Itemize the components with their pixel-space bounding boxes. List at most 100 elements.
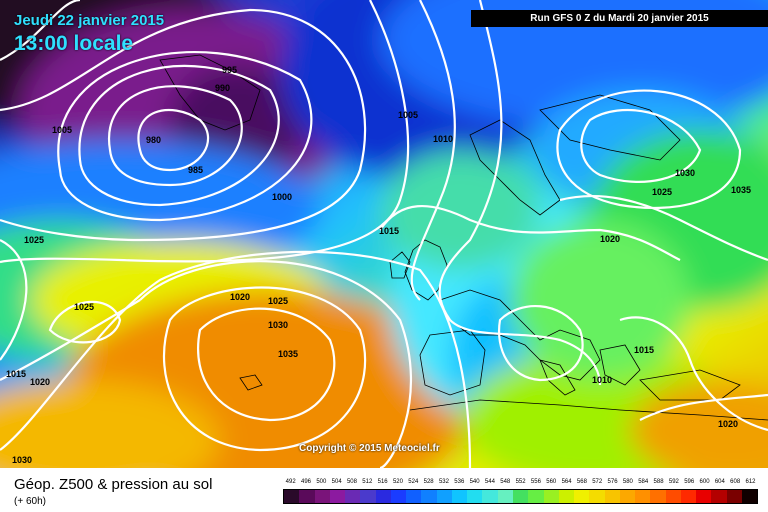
isobar-label: 1025 — [74, 302, 94, 312]
scale-swatch — [421, 490, 437, 503]
isobars — [0, 0, 768, 468]
model-run-label: Run GFS 0 Z du Mardi 20 janvier 2015 — [471, 10, 768, 27]
scale-swatch — [451, 490, 468, 503]
scale-swatch — [284, 490, 300, 503]
scale-label: 532 — [438, 479, 449, 485]
italy-outline — [539, 359, 576, 396]
scale-label: 536 — [454, 479, 465, 485]
isobar-label: 1005 — [398, 110, 418, 120]
isobar-1005 — [0, 0, 410, 264]
scale-swatch — [543, 490, 559, 503]
scale-swatch — [390, 490, 407, 503]
scale-swatch — [619, 490, 636, 503]
scale-label: 588 — [653, 479, 664, 485]
scale-swatch — [574, 490, 590, 503]
scale-swatch — [680, 490, 697, 503]
coastlines — [159, 54, 768, 421]
scale-swatch — [360, 490, 376, 503]
isobar-1015 — [379, 204, 681, 261]
scale-swatch — [467, 490, 483, 503]
valid-date: Jeudi 22 janvier 2015 — [14, 12, 165, 29]
isobar-label: 1030 — [268, 320, 288, 330]
balkans-outline — [599, 344, 641, 386]
scale-swatch — [436, 490, 452, 503]
turkey-outline — [639, 369, 741, 401]
scale-swatch — [650, 490, 666, 503]
isobar-label: 1025 — [24, 235, 44, 245]
scale-label: 596 — [684, 479, 695, 485]
isobar-label: 1025 — [652, 187, 672, 197]
isobar-labels: 995 990 1005 980 985 1005 1010 1000 1015… — [6, 65, 751, 465]
scale-swatch — [741, 490, 758, 503]
isobar-995 — [57, 51, 313, 222]
isobar-label: 1000 — [272, 192, 292, 202]
isobar-label: 1035 — [278, 349, 298, 359]
lead-time: (+ 60h) — [14, 496, 46, 507]
iceland-area-outline — [159, 54, 261, 131]
scale-label: 540 — [469, 479, 480, 485]
british-isles-outline — [404, 239, 448, 301]
scale-label: 548 — [500, 479, 511, 485]
scale-swatch — [711, 490, 727, 503]
isobar-label: 1010 — [592, 375, 612, 385]
scale-label: 600 — [699, 479, 710, 485]
isobar-label: 985 — [188, 165, 203, 175]
scale-label: 572 — [592, 479, 603, 485]
isobar-label: 1005 — [52, 125, 72, 135]
isobar-label: 990 — [215, 83, 230, 93]
scale-label: 608 — [730, 479, 741, 485]
scale-swatch — [345, 490, 361, 503]
scale-label: 592 — [668, 479, 679, 485]
scale-label: 556 — [530, 479, 541, 485]
finland-outline — [539, 94, 681, 161]
scandinavia-outline — [469, 119, 561, 216]
scale-label: 568 — [576, 479, 587, 485]
scale-label: 576 — [607, 479, 618, 485]
scale-label: 520 — [392, 479, 403, 485]
isobar-label: 1030 — [675, 168, 695, 178]
product-title: Géop. Z500 & pression au sol — [14, 476, 213, 493]
scale-swatch — [528, 490, 544, 503]
scale-swatch — [665, 490, 681, 503]
isobar-1020 — [0, 250, 472, 468]
scale-label: 500 — [316, 479, 327, 485]
scale-label: 496 — [300, 479, 311, 485]
isobar-1025-nordic — [556, 89, 742, 209]
north-africa-coast — [409, 399, 768, 421]
scale-swatch — [512, 490, 529, 503]
scale-swatch — [406, 490, 422, 503]
isobar-980 — [137, 108, 210, 172]
isobar-1025-west — [48, 300, 122, 344]
geopotential-map-canvas: 995 990 1005 980 985 1005 1010 1000 1015… — [0, 0, 768, 468]
color-scale-labels: 492 496 500 504 508 512 516 520 524 528 532 536 540 5… — [283, 479, 758, 485]
valid-time: 13:00 locale — [14, 32, 134, 55]
scale-label: 492 — [285, 479, 296, 485]
scale-swatch — [696, 490, 712, 503]
isobar-label: 1010 — [433, 134, 453, 144]
isobar-label: 995 — [222, 65, 237, 75]
isobar-1030 — [162, 286, 367, 452]
isobar-label: 1015 — [634, 345, 654, 355]
isobar-1015-west — [0, 239, 28, 361]
scale-swatch — [482, 490, 498, 503]
isobar-1010-med — [497, 304, 584, 382]
isobar-label: 980 — [146, 135, 161, 145]
scale-label: 544 — [484, 479, 495, 485]
isobar-1015-east — [619, 316, 768, 432]
isobar-label: 1025 — [268, 296, 288, 306]
isobar-label: 1035 — [731, 185, 751, 195]
scale-swatch — [299, 490, 315, 503]
scale-swatch — [604, 490, 620, 503]
continent-outline — [439, 289, 601, 381]
ireland-outline — [389, 251, 411, 279]
scale-swatch — [329, 490, 346, 503]
isobar-1030-nordic — [580, 108, 702, 183]
isobar-label: 1015 — [379, 226, 399, 236]
scale-label: 508 — [346, 479, 357, 485]
legend-bar: Géop. Z500 & pression au sol (+ 60h) 492… — [0, 468, 768, 512]
isobar-1020-south — [639, 393, 768, 421]
scale-label: 512 — [362, 479, 373, 485]
isobar-1010-east — [438, 0, 602, 386]
isobar-label: 1020 — [718, 419, 738, 429]
scale-label: 524 — [408, 479, 419, 485]
